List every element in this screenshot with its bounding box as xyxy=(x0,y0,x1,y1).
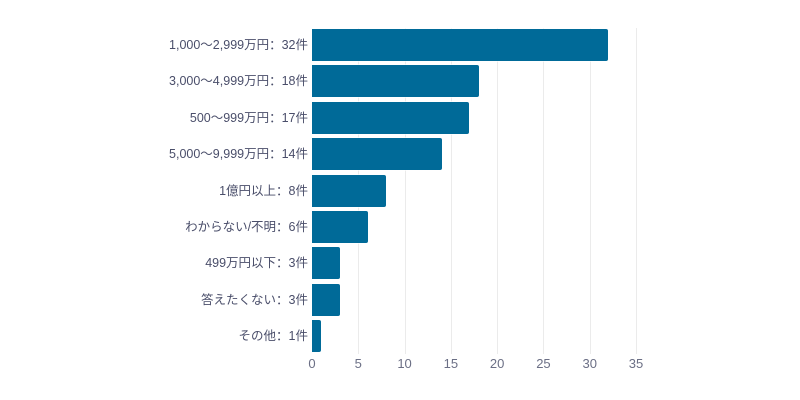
x-tick-label: 30 xyxy=(582,356,597,371)
bar[interactable] xyxy=(312,211,368,243)
x-tick-label: 35 xyxy=(628,356,644,371)
category-label: 1億円以上：8件 xyxy=(219,184,308,198)
bar[interactable] xyxy=(312,138,442,170)
category-label: 1,000～2,999万円：32件 xyxy=(169,38,308,52)
category-label: その他：1件 xyxy=(238,329,308,343)
x-tick-label: 20 xyxy=(489,356,505,371)
gridline xyxy=(497,28,498,354)
gridline xyxy=(590,28,591,354)
x-tick-label: 25 xyxy=(536,356,551,371)
x-tick-label: 10 xyxy=(397,356,412,371)
gridline xyxy=(451,28,452,354)
category-label: 500～999万円：17件 xyxy=(189,111,308,125)
category-label: 499万円以下：3件 xyxy=(205,256,308,270)
category-label: わからない/不明：6件 xyxy=(185,220,308,234)
gridline xyxy=(405,28,406,354)
x-tick-label: 5 xyxy=(354,356,362,371)
bar[interactable] xyxy=(312,284,340,316)
bar[interactable] xyxy=(312,175,386,207)
x-tick-label: 15 xyxy=(443,356,459,371)
bar[interactable] xyxy=(312,65,479,97)
x-tick-label: 0 xyxy=(308,356,316,371)
bar[interactable] xyxy=(312,320,321,352)
bar[interactable] xyxy=(312,102,469,134)
gridline xyxy=(543,28,544,354)
gridline xyxy=(636,28,637,354)
bar[interactable] xyxy=(312,29,608,61)
bar[interactable] xyxy=(312,247,340,279)
category-label: 答えたくない：3件 xyxy=(201,293,308,307)
category-label: 5,000～9,999万円：14件 xyxy=(169,147,308,161)
category-label: 3,000～4,999万円：18件 xyxy=(169,74,308,88)
